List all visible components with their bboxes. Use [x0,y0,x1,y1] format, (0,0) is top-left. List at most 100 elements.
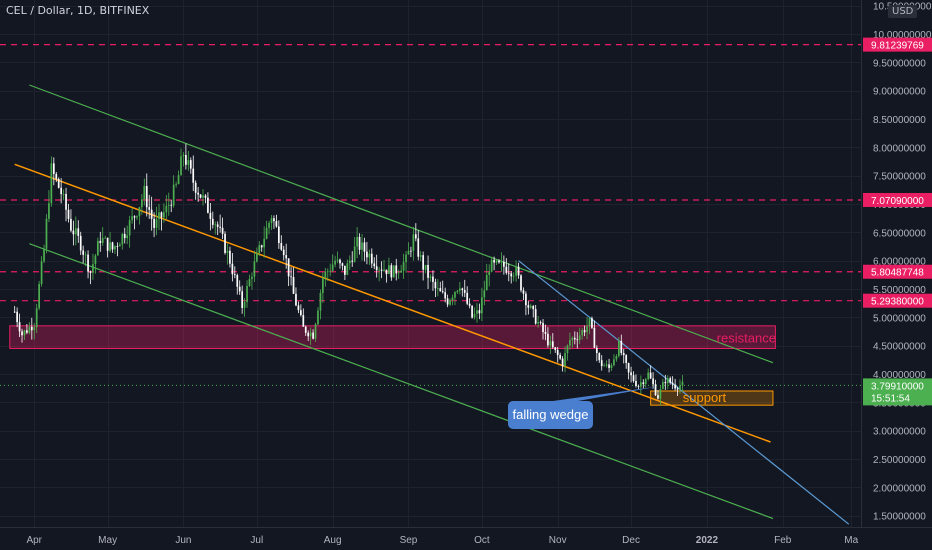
time-tick-label: Dec [622,535,640,546]
candle-body [280,243,283,250]
price-tick-label: 1.50000000 [873,512,926,523]
candle-body [104,237,107,239]
candle-body [28,326,31,333]
candle-body [324,272,327,279]
candle-body [461,288,464,291]
candle-body [109,242,111,251]
candle-body [556,349,559,356]
level-price-tag [863,37,932,52]
candle-body [177,175,180,185]
candle-body [155,218,158,228]
candle-body [94,255,97,265]
candle-body [378,269,380,271]
candle-body [515,266,517,276]
candle-body [554,347,557,350]
candle-body [503,261,505,267]
candle-body [295,293,297,306]
candle-body [233,274,236,276]
candle-body [625,355,628,364]
candle-body [290,276,292,278]
candle-body [544,331,547,334]
candle-body [258,245,261,253]
candle-body [559,355,561,359]
candle-body [434,281,437,289]
price-tick-label: 7.50000000 [873,172,926,183]
candle-body [576,339,579,341]
candle-body [128,220,131,236]
candle-body [84,254,87,256]
candle-body [444,292,447,299]
candle-body [138,207,141,217]
candle-body [569,339,571,346]
candle-body [456,290,459,293]
candle-body [322,278,324,293]
level-price-tag-label: 5.29380000 [871,297,924,308]
candle-body [26,330,28,333]
candle-body [412,234,415,251]
time-tick-label: Ma [844,535,858,546]
candle-body [277,226,280,244]
countdown-label: 15:51:54 [871,393,910,404]
candle-body [451,297,454,301]
candle-body [238,286,241,292]
candle-body [414,234,417,239]
time-axis[interactable]: Apr May Jun Jul Aug Sep Oct Nov Dec 2022 Feb Ma [26,535,858,546]
trendlines [14,84,850,525]
price-tick-label: 4.00000000 [873,370,926,381]
candle-body [150,209,153,219]
candle-body [38,284,40,309]
candle-body [167,204,170,206]
candle-body [527,305,530,308]
candle-body [287,258,290,277]
candle-body [153,218,155,228]
candle-body [67,209,70,219]
candle-body [586,326,588,333]
candle-body [490,259,493,272]
candle-body [175,184,177,185]
resistance-label: resistance [717,330,776,345]
channel-lower-line [29,243,774,520]
time-tick-label: Sep [400,535,418,546]
candle-body [136,216,138,218]
candle-body [395,265,398,274]
level-price-tag [863,264,932,279]
candle-body [221,227,224,234]
candle-body [385,269,388,275]
candle-body [126,235,129,239]
candle-body [194,182,197,193]
candle-body [458,288,461,291]
candle-body [397,272,400,274]
candle-body [537,322,539,324]
candle-body [62,193,65,195]
candle-body [510,273,513,277]
candle-body [216,224,219,227]
channel-upper-line [29,84,774,364]
candle-body [571,337,574,340]
candle-body [463,290,466,293]
currency-button[interactable]: USD [888,5,918,18]
candle-body [520,275,522,291]
candle-body [285,255,288,259]
candle-body [681,381,684,386]
candle-body [622,352,625,356]
candle-body [16,311,18,323]
price-tick-label: 3.00000000 [873,427,926,438]
candle-body [341,263,344,266]
price-axis[interactable]: 10.5000000010.000000009.500000009.000000… [873,2,932,523]
candle-body [449,300,451,305]
candle-body [40,261,43,285]
candle-body [336,259,339,261]
candle-body [255,252,258,262]
chart-title: CEL / Dollar, 1D, BITFINEX [6,4,150,17]
candle-body [302,315,305,327]
price-tick-label: 2.50000000 [873,455,926,466]
candle-body [417,238,420,257]
candle-body [392,265,395,278]
candle-body [674,384,676,389]
candle-body [368,253,371,258]
grid [0,0,861,527]
price-tick-label: 8.00000000 [873,143,926,154]
candle-body [219,226,221,228]
candle-body [18,322,21,332]
